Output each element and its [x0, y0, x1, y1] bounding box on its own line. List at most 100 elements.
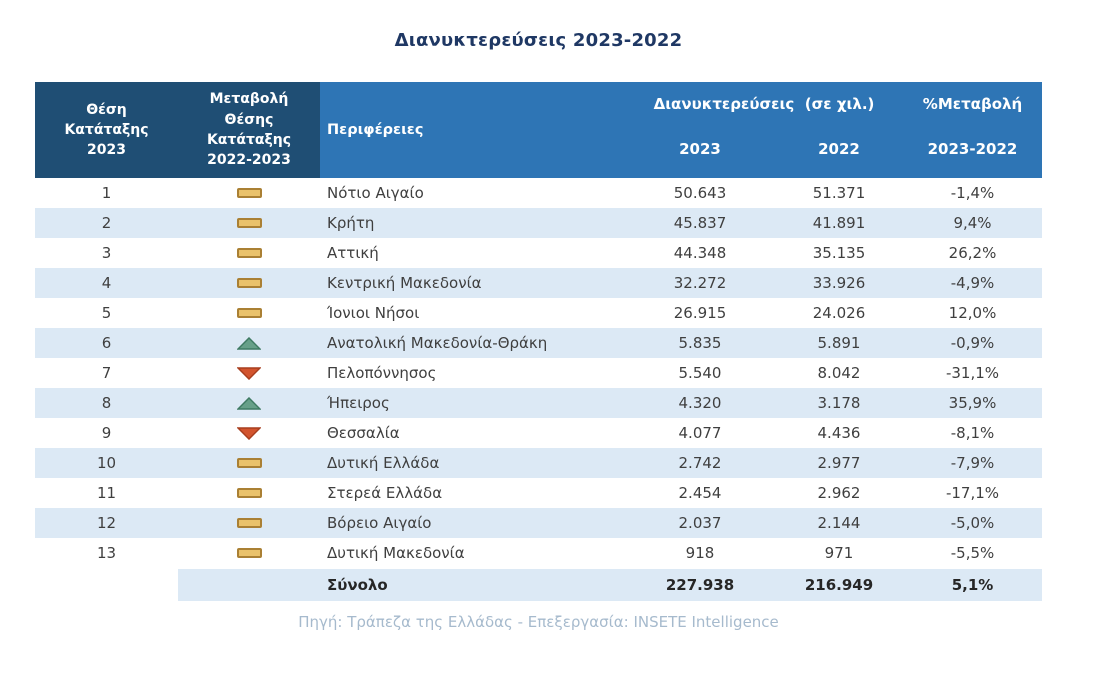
rank-cell: 9 — [101, 424, 112, 442]
no-change-icon — [178, 488, 320, 498]
rank-cell: 6 — [101, 334, 112, 352]
nights-2023-cell: 45.837 — [673, 214, 727, 232]
rank-cell: 1 — [101, 184, 112, 202]
rank-cell: 5 — [101, 304, 112, 322]
region-cell: Στερεά Ελλάδα — [327, 484, 443, 502]
total-content: Σύνολο 227.938 216.949 5,1% — [178, 569, 1042, 601]
table-row: 8 Ήπειρος 4.320 3.178 35,9% — [35, 388, 1042, 418]
nights-2023-cell: 5.540 — [678, 364, 722, 382]
no-change-icon — [178, 278, 320, 288]
nights-2023-cell: 26.915 — [673, 304, 727, 322]
no-change-icon — [178, 518, 320, 528]
page-title: Διανυκτερεύσεις 2023-2022 — [394, 30, 683, 51]
nights-2023-cell: 4.320 — [678, 394, 722, 412]
total-pct-change: 5,1% — [951, 576, 994, 594]
nights-2023-cell: 44.348 — [673, 244, 727, 262]
table-row: 1 Νότιο Αιγαίο 50.643 51.371 -1,4% — [35, 178, 1042, 208]
header-pct-years: 2023-2022 — [927, 140, 1018, 158]
nights-2023-cell: 2.037 — [678, 514, 722, 532]
pct-change-cell: 35,9% — [948, 394, 997, 412]
header-nights-group: Διανυκτερεύσεις (σε χιλ.) 2023 2022 — [625, 82, 903, 178]
table-header-row: Θέση Κατάταξης 2023 Μεταβολή Θέσης Κατάτ… — [35, 82, 1042, 178]
pct-change-cell: 9,4% — [953, 214, 992, 232]
pct-change-cell: 12,0% — [948, 304, 997, 322]
pct-change-cell: -17,1% — [945, 484, 1000, 502]
nights-2022-cell: 8.042 — [817, 364, 861, 382]
nights-2022-cell: 5.891 — [817, 334, 861, 352]
nights-2022-cell: 2.144 — [817, 514, 861, 532]
rank-cell: 7 — [101, 364, 112, 382]
rank-down-icon — [178, 426, 320, 440]
rank-cell: 3 — [101, 244, 112, 262]
no-change-icon — [178, 308, 320, 318]
rank-cell: 11 — [96, 484, 117, 502]
nights-2022-cell: 35.135 — [812, 244, 866, 262]
no-change-icon — [178, 188, 320, 198]
table-body: 1 Νότιο Αιγαίο 50.643 51.371 -1,4% 2 Κρή… — [35, 178, 1042, 568]
rank-cell: 13 — [96, 544, 117, 562]
table-row: 10 Δυτική Ελλάδα 2.742 2.977 -7,9% — [35, 448, 1042, 478]
nights-2023-cell: 2.742 — [678, 454, 722, 472]
header-pct-label: %Μεταβολή — [922, 95, 1023, 113]
rank-up-icon — [178, 336, 320, 350]
region-cell: Νότιο Αιγαίο — [327, 184, 424, 202]
nights-2022-cell: 33.926 — [812, 274, 866, 292]
pct-change-cell: -1,4% — [950, 184, 995, 202]
table-row: 11 Στερεά Ελλάδα 2.454 2.962 -17,1% — [35, 478, 1042, 508]
total-blank-cell — [35, 569, 178, 601]
source-note: Πηγή: Τράπεζα της Ελλάδας - Επεξεργασία:… — [298, 613, 779, 631]
pct-change-cell: -0,9% — [950, 334, 995, 352]
table-row: 7 Πελοπόννησος 5.540 8.042 -31,1% — [35, 358, 1042, 388]
rank-cell: 2 — [101, 214, 112, 232]
table-row: 13 Δυτική Μακεδονία 918 971 -5,5% — [35, 538, 1042, 568]
header-rank-change: Μεταβολή Θέσης Κατάταξης 2022-2023 — [178, 82, 320, 178]
pct-change-cell: -7,9% — [950, 454, 995, 472]
no-change-icon — [178, 548, 320, 558]
nights-2023-cell: 918 — [685, 544, 715, 562]
header-year-2022: 2022 — [818, 140, 860, 158]
header-nights-label: Διανυκτερεύσεις (σε χιλ.) — [653, 95, 875, 113]
nights-2022-cell: 24.026 — [812, 304, 866, 322]
table-row: 2 Κρήτη 45.837 41.891 9,4% — [35, 208, 1042, 238]
rank-cell: 4 — [101, 274, 112, 292]
header-years: 2023 2022 — [625, 140, 903, 158]
header-rank: Θέση Κατάταξης 2023 — [35, 82, 178, 178]
region-cell: Ήπειρος — [327, 394, 390, 412]
total-row: Σύνολο 227.938 216.949 5,1% — [35, 569, 1042, 601]
table-row: 12 Βόρειο Αιγαίο 2.037 2.144 -5,0% — [35, 508, 1042, 538]
nights-2022-cell: 971 — [824, 544, 854, 562]
pct-change-cell: -5,0% — [950, 514, 995, 532]
rank-down-icon — [178, 366, 320, 380]
no-change-icon — [178, 458, 320, 468]
overnight-stays-table: Θέση Κατάταξης 2023 Μεταβολή Θέσης Κατάτ… — [35, 82, 1042, 601]
table-row: 9 Θεσσαλία 4.077 4.436 -8,1% — [35, 418, 1042, 448]
region-cell: Ίονιοι Νήσοι — [327, 304, 420, 322]
nights-2023-cell: 32.272 — [673, 274, 727, 292]
region-cell: Βόρειο Αιγαίο — [327, 514, 432, 532]
pct-change-cell: 26,2% — [948, 244, 997, 262]
pct-change-cell: -5,5% — [950, 544, 995, 562]
nights-2022-cell: 4.436 — [817, 424, 861, 442]
region-cell: Θεσσαλία — [327, 424, 400, 442]
nights-2022-cell: 3.178 — [817, 394, 861, 412]
pct-change-cell: -8,1% — [950, 424, 995, 442]
header-regions: Περιφέρειες — [320, 82, 625, 178]
header-year-2023: 2023 — [679, 140, 721, 158]
nights-2022-cell: 51.371 — [812, 184, 866, 202]
region-cell: Δυτική Μακεδονία — [327, 544, 465, 562]
rank-up-icon — [178, 396, 320, 410]
no-change-icon — [178, 218, 320, 228]
rank-cell: 8 — [101, 394, 112, 412]
nights-2022-cell: 2.962 — [817, 484, 861, 502]
table-row: 3 Αττική 44.348 35.135 26,2% — [35, 238, 1042, 268]
nights-2023-cell: 50.643 — [673, 184, 727, 202]
total-label: Σύνολο — [327, 576, 388, 594]
region-cell: Κρήτη — [327, 214, 375, 232]
no-change-icon — [178, 248, 320, 258]
nights-2023-cell: 5.835 — [678, 334, 722, 352]
region-cell: Ανατολική Μακεδονία-Θράκη — [327, 334, 548, 352]
nights-2023-cell: 4.077 — [678, 424, 722, 442]
table-row: 4 Κεντρική Μακεδονία 32.272 33.926 -4,9% — [35, 268, 1042, 298]
rank-cell: 10 — [96, 454, 117, 472]
